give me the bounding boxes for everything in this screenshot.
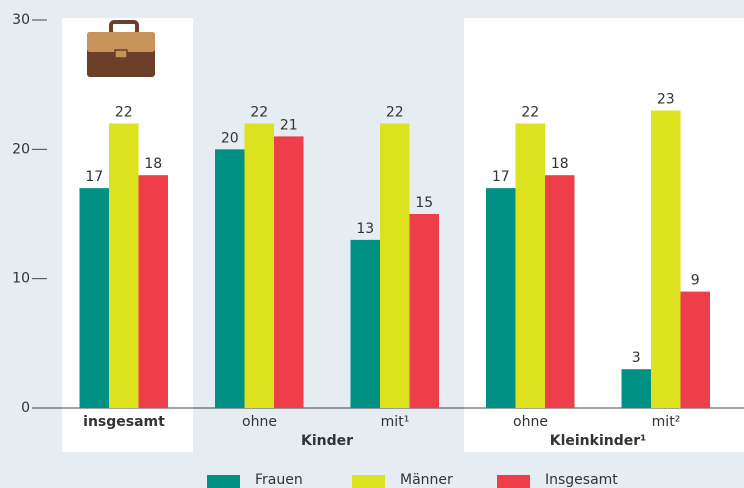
legend-swatch xyxy=(352,475,385,488)
y-tick-label: 10 xyxy=(12,271,30,287)
legend-label: Männer xyxy=(400,472,453,488)
bar xyxy=(79,188,109,408)
value-label: 23 xyxy=(657,92,675,108)
value-label: 20 xyxy=(221,130,239,146)
value-label: 18 xyxy=(551,156,569,172)
bar xyxy=(680,291,710,408)
legend-label: Frauen xyxy=(255,472,303,488)
x-tick-label: insgesamt xyxy=(83,414,165,430)
value-label: 15 xyxy=(415,195,433,211)
y-tick-label: 30 xyxy=(12,12,30,28)
value-label: 9 xyxy=(691,273,700,289)
value-label: 21 xyxy=(280,117,298,133)
group-label: Kinder xyxy=(301,433,353,449)
value-label: 17 xyxy=(85,169,103,185)
bar xyxy=(409,214,439,408)
value-label: 18 xyxy=(144,156,162,172)
legend-label: Insgesamt xyxy=(545,472,618,488)
bar xyxy=(545,175,575,408)
value-label: 17 xyxy=(492,169,510,185)
briefcase-icon xyxy=(87,20,155,77)
legend-swatch xyxy=(207,475,240,488)
bar xyxy=(486,188,516,408)
bar xyxy=(138,175,168,408)
y-tick-label: 20 xyxy=(12,141,30,157)
value-label: 22 xyxy=(115,104,133,120)
bar xyxy=(515,123,545,408)
x-tick-label: mit² xyxy=(652,414,681,430)
value-label: 22 xyxy=(521,104,539,120)
bar xyxy=(244,123,274,408)
x-tick-label: mit¹ xyxy=(381,414,410,430)
bar xyxy=(621,369,651,408)
bar xyxy=(274,136,304,408)
value-label: 13 xyxy=(356,221,374,237)
value-label: 3 xyxy=(632,350,641,366)
x-tick-label: ohne xyxy=(242,414,277,430)
group-label: Kleinkinder¹ xyxy=(550,433,647,449)
bar xyxy=(651,110,681,409)
bar xyxy=(350,239,380,408)
bar xyxy=(215,149,245,409)
legend-swatch xyxy=(497,475,530,488)
x-tick-label: ohne xyxy=(513,414,548,430)
bar xyxy=(109,123,139,408)
value-label: 22 xyxy=(386,104,404,120)
bar xyxy=(380,123,410,408)
y-tick-label: 0 xyxy=(21,400,30,416)
value-label: 22 xyxy=(250,104,268,120)
